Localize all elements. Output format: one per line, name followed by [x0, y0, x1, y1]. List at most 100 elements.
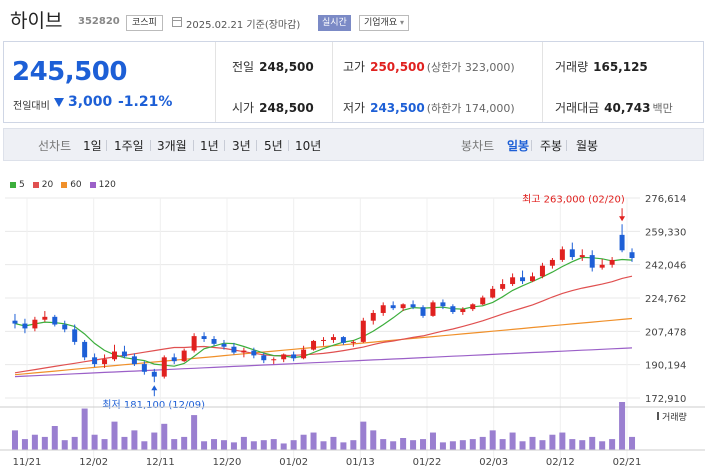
high-price-label: 고가: [343, 60, 366, 74]
volume-bar: [81, 408, 88, 450]
x-tick-label: 01/02: [279, 457, 308, 468]
calendar-icon: [172, 17, 182, 27]
candle-body: [420, 307, 426, 316]
candle-body: [559, 249, 565, 260]
high-arrow-icon: [619, 216, 626, 222]
tab-5year[interactable]: 5년: [264, 139, 283, 153]
volume-bar: [61, 440, 68, 450]
candle-body: [440, 302, 446, 307]
divider: [332, 42, 333, 122]
candle-body: [530, 276, 535, 282]
tab-separator: [288, 140, 289, 151]
candle-body: [301, 349, 307, 359]
x-tick-label: 02/21: [613, 457, 642, 468]
volume-bar: [559, 432, 566, 450]
volume-bar: [429, 432, 436, 450]
volume-bar: [479, 436, 486, 450]
tab-1week[interactable]: 1주일: [114, 139, 144, 153]
volume-bar: [340, 442, 347, 450]
tab-10year[interactable]: 10년: [295, 139, 322, 153]
trade-volume-value: 165,125: [593, 60, 648, 74]
tab-weekly[interactable]: 주봉: [540, 139, 563, 153]
current-price-box: 245,500 전일대비 3,000 -1.21%: [4, 42, 216, 122]
x-tick-label: 02/12: [546, 457, 575, 468]
candle-body: [121, 351, 127, 357]
candle-body: [370, 312, 376, 321]
volume-bar: [320, 441, 327, 450]
volume-bar: [599, 441, 606, 450]
low-price-value: 243,500: [370, 101, 425, 115]
volume-bar: [230, 442, 237, 450]
candle-body: [330, 337, 336, 340]
candle-body: [12, 320, 18, 324]
legend-item-ma120: 120: [89, 180, 116, 190]
candle-body: [430, 302, 436, 316]
tab-3year[interactable]: 3년: [232, 139, 251, 153]
chart-period-tabs: 선차트 1일 1주일 3개월 1년 3년 5년 10년 봉차트 일봉 주봉 월봉: [3, 128, 704, 161]
candle-body: [460, 309, 466, 313]
trade-amount-value: 40,743: [604, 101, 651, 115]
volume-bar: [111, 421, 118, 450]
prev-close-label: 전일: [232, 60, 255, 74]
volume-bar: [499, 439, 506, 450]
y-tick-label: 259,330: [645, 227, 686, 238]
candle-body: [569, 249, 575, 258]
volume-bar: [191, 415, 198, 450]
tab-3month[interactable]: 3개월: [157, 139, 187, 153]
volume-legend-icon: [657, 412, 659, 420]
volume-bar: [121, 436, 128, 450]
volume-legend-label: 거래량: [662, 411, 687, 423]
candle-body: [549, 259, 555, 266]
volume-bar: [270, 439, 277, 450]
x-tick-label: 12/11: [146, 457, 175, 468]
candle-body: [480, 297, 486, 305]
candle-body: [221, 343, 227, 347]
open-price-value: 248,500: [259, 101, 314, 115]
candle-body: [161, 357, 167, 377]
x-tick-label: 12/02: [79, 457, 108, 468]
volume-bar: [360, 421, 367, 450]
candle-body: [261, 355, 267, 361]
volume-bar: [449, 441, 456, 450]
change-label: 전일대비: [13, 101, 50, 112]
candle-body: [72, 329, 78, 342]
volume-bar: [529, 436, 536, 450]
volume-bar: [51, 426, 58, 450]
company-overview-label: 기업개요: [364, 18, 398, 28]
volume-bar: [171, 439, 178, 450]
chevron-down-icon: ▾: [400, 18, 405, 27]
tab-1day[interactable]: 1일: [83, 139, 102, 153]
volume-bar: [280, 443, 287, 450]
volume-bar: [211, 439, 218, 450]
upper-limit: (상한가 323,000): [426, 61, 515, 74]
tab-line-chart[interactable]: 선차트: [38, 139, 72, 153]
tab-candle-chart[interactable]: 봉차트: [461, 139, 495, 153]
volume-bar: [21, 439, 28, 450]
realtime-button[interactable]: 실시간: [318, 15, 351, 31]
legend-label: 60: [70, 180, 82, 190]
x-tick-label: 02/03: [479, 457, 508, 468]
low-price-label: 저가: [343, 101, 366, 115]
volume-bar: [469, 439, 476, 450]
candle-body: [470, 304, 476, 310]
company-overview-button[interactable]: 기업개요 ▾: [359, 15, 410, 31]
volume-bar: [569, 439, 576, 450]
legend-item-ma60: 60: [61, 180, 82, 190]
x-tick-label: 11/21: [13, 457, 42, 468]
trade-volume-label: 거래량: [555, 60, 589, 74]
candle-body: [171, 357, 177, 362]
ma5-line: [14, 256, 633, 367]
tab-daily[interactable]: 일봉: [507, 139, 530, 153]
open-price: 시가 248,500: [232, 99, 314, 116]
volume-bar: [579, 440, 586, 450]
volume-bar: [420, 439, 427, 450]
volume-bar: [459, 440, 466, 450]
volume-bar: [161, 423, 168, 450]
y-tick-label: 207,478: [645, 327, 686, 338]
candle-body: [281, 354, 287, 360]
tab-1year[interactable]: 1년: [200, 139, 219, 153]
tab-separator: [256, 140, 257, 151]
stock-code: 352820: [78, 16, 120, 27]
volume-bar: [41, 436, 48, 450]
tab-monthly[interactable]: 월봉: [576, 139, 599, 153]
